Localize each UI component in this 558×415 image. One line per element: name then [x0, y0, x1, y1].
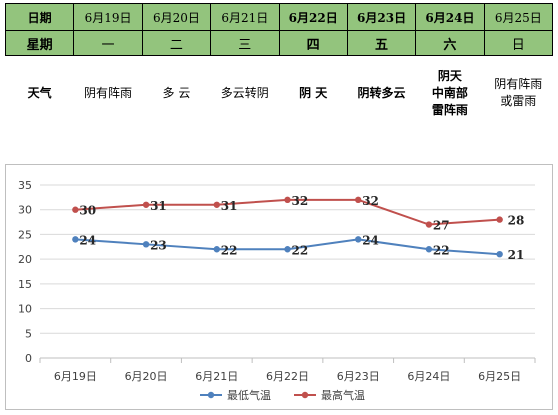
data-point [213, 201, 220, 208]
data-point [142, 241, 150, 248]
y-tick-label: 20 [18, 253, 32, 266]
data-label: 21 [508, 248, 525, 262]
y-tick-label: 25 [18, 228, 32, 241]
temperature-chart-svg: 0 5 10 15 20 25 30 35 6月19日 6月20日 6月21日 6月22日 6月23日 6… [18, 179, 536, 402]
y-tick-label: 5 [25, 327, 32, 340]
temperature-chart: 0 5 10 15 20 25 30 35 6月19日 6月20日 6月21日 6月22日 6月23日 6… [5, 164, 553, 410]
weather-header: 天气 [5, 55, 74, 130]
y-tick-label: 30 [18, 204, 32, 217]
data-point [496, 251, 503, 258]
data-label: 28 [508, 214, 525, 228]
date-cell: 6月21日 [210, 3, 280, 31]
data-label: 22 [433, 243, 450, 257]
data-point [355, 196, 362, 204]
weekday-cell: 五 [346, 30, 417, 56]
weather-cell: 多云转阴 [210, 55, 279, 130]
date-row: 日期 6月19日 6月20日 6月21日 6月22日 6月23日 6月24日 6… [4, 3, 554, 31]
data-label: 22 [221, 243, 238, 257]
date-cell: 6月23日 [346, 3, 417, 31]
date-cell: 6月19日 [73, 3, 143, 31]
data-label: 23 [150, 238, 167, 252]
data-label: 32 [292, 194, 309, 208]
data-label: 22 [292, 243, 309, 257]
data-label: 31 [150, 199, 167, 213]
data-point [72, 236, 79, 243]
data-point [355, 236, 362, 243]
data-label: 27 [433, 219, 450, 233]
weather-cell: 多 云 [142, 55, 211, 130]
data-label: 32 [362, 194, 379, 208]
weather-row: 天气 阴有阵雨 多 云 多云转阴 阴 天 阴转多云 阴天 中南部 雷阵雨 阴有阵… [5, 55, 553, 130]
y-tick-label: 10 [18, 303, 32, 316]
data-label: 24 [362, 233, 379, 247]
data-label: 24 [79, 233, 96, 247]
weather-cell: 阴 天 [279, 55, 348, 130]
weekday-header: 星期 [4, 30, 75, 56]
legend-marker [301, 391, 309, 399]
forecast-table: 日期 6月19日 6月20日 6月21日 6月22日 6月23日 6月24日 6… [4, 3, 554, 130]
legend-label: 最高气温 [321, 388, 365, 402]
x-tick-label: 6月24日 [407, 370, 450, 383]
data-point [72, 206, 79, 213]
weekday-cell: 四 [278, 30, 348, 56]
weather-cell: 阴转多云 [347, 55, 416, 130]
weekday-row: 星期 一 二 三 四 五 六 日 [4, 30, 554, 56]
date-header: 日期 [4, 3, 75, 31]
weekday-cell: 三 [210, 30, 280, 56]
data-point [425, 246, 433, 253]
data-point [425, 221, 433, 228]
y-tick-label: 0 [25, 352, 32, 365]
y-tick-label: 35 [18, 179, 32, 192]
legend-label: 最低气温 [227, 388, 271, 402]
date-cell: 6月24日 [415, 3, 485, 31]
x-tick-label: 6月22日 [266, 370, 309, 383]
weather-cell: 阴有阵雨 [73, 55, 143, 130]
weather-cell: 阴有阵雨 或雷雨 [484, 55, 553, 130]
legend-marker [207, 391, 215, 399]
data-label: 30 [79, 204, 96, 218]
date-cell: 6月22日 [278, 3, 348, 31]
x-tick-label: 6月20日 [125, 370, 168, 383]
data-point [142, 201, 150, 208]
weekday-cell: 六 [415, 30, 485, 56]
data-point [496, 216, 503, 223]
x-tick-label: 6月21日 [195, 370, 238, 383]
data-point [213, 246, 220, 253]
date-cell: 6月25日 [483, 3, 554, 31]
date-cell: 6月20日 [141, 3, 212, 31]
y-tick-label: 15 [18, 278, 32, 291]
x-tick-label: 6月25日 [478, 370, 521, 383]
data-label: 31 [221, 199, 238, 213]
x-tick-label: 6月23日 [337, 370, 380, 383]
weekday-cell: 二 [141, 30, 212, 56]
data-point [284, 196, 291, 204]
weather-cell: 阴天 中南部 雷阵雨 [415, 55, 485, 130]
x-tick-label: 6月19日 [54, 370, 97, 383]
data-point [284, 246, 291, 253]
weekday-cell: 一 [73, 30, 143, 56]
weekday-cell: 日 [483, 30, 554, 56]
